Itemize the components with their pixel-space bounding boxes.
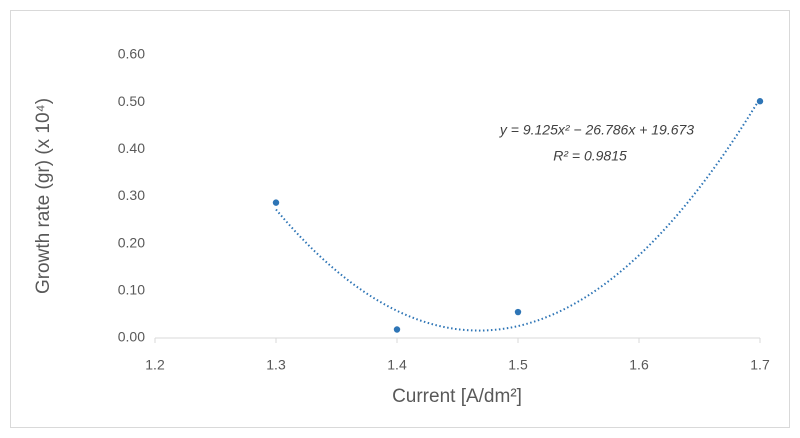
data-point: [514, 308, 522, 316]
y-tick-label: 0.30: [118, 187, 145, 203]
y-tick-label: 0.00: [118, 329, 145, 345]
y-tick-label: 0.60: [118, 46, 145, 62]
x-tick-label: 1.6: [629, 357, 649, 373]
x-tick-label: 1.5: [508, 357, 528, 373]
x-tick-label: 1.4: [387, 357, 407, 373]
y-tick-label: 0.10: [118, 282, 145, 298]
trendline-equation: y = 9.125x² − 26.786x + 19.673: [499, 122, 694, 138]
x-axis-title: Current [A/dm²]: [392, 386, 522, 407]
chart-frame: [10, 10, 790, 428]
data-point: [272, 199, 280, 206]
y-axis-title: Growth rate (gr) (x 10⁴): [33, 98, 54, 294]
x-tick-label: 1.3: [266, 357, 286, 373]
trendline-r-squared: R² = 0.9815: [553, 148, 627, 164]
data-point: [393, 326, 401, 333]
x-tick-label: 1.7: [750, 357, 770, 373]
trendline: [275, 97, 761, 332]
data-point: [756, 98, 764, 105]
y-tick-label: 0.50: [118, 93, 145, 109]
y-tick-label: 0.20: [118, 234, 145, 250]
x-tick-label: 1.2: [145, 357, 165, 373]
y-tick-label: 0.40: [118, 140, 145, 156]
